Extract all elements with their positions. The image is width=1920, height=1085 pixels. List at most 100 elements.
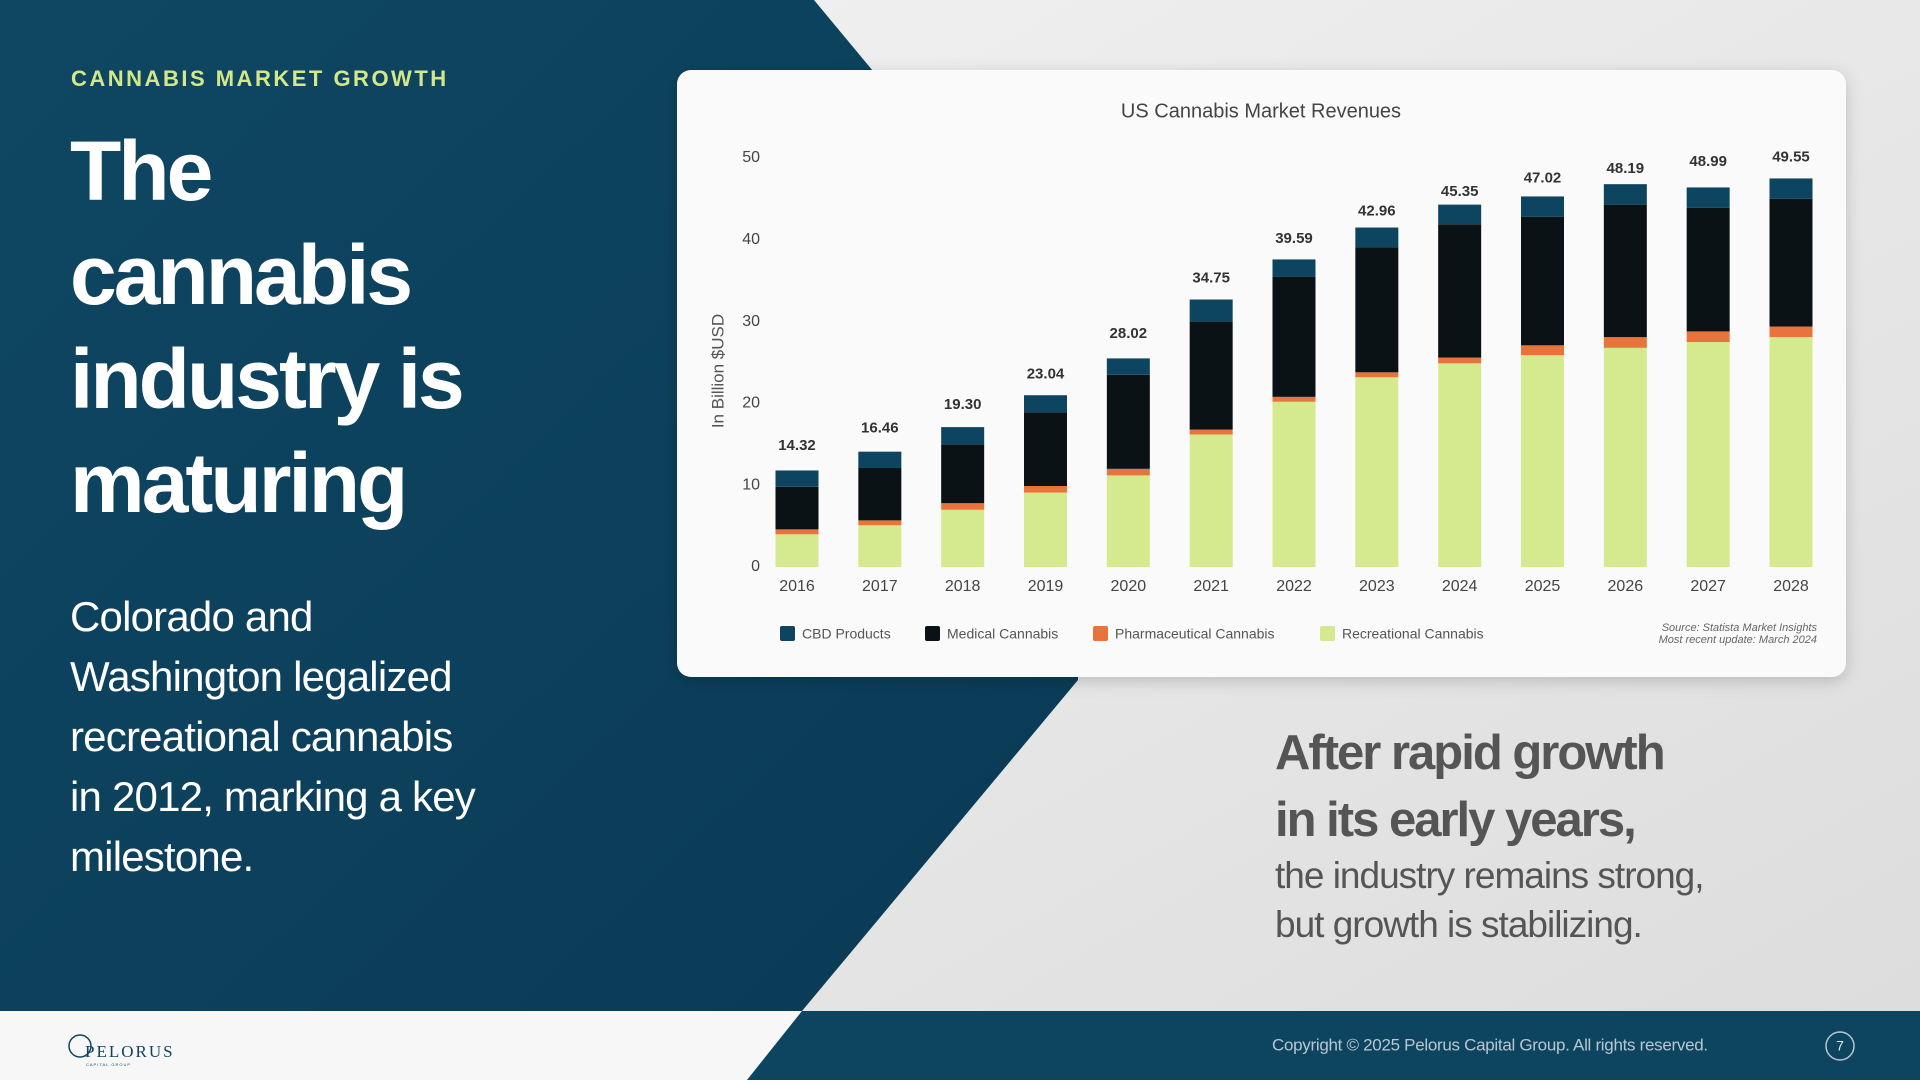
total-label: 48.19 bbox=[1607, 160, 1645, 177]
bar-segment bbox=[1272, 401, 1316, 567]
bar-segment bbox=[1686, 342, 1730, 567]
legend-swatch bbox=[925, 626, 940, 641]
y-tick-label: 0 bbox=[751, 558, 760, 575]
bar-segment bbox=[1272, 396, 1316, 402]
headline-line: industry is bbox=[70, 332, 462, 426]
bar-segment bbox=[1438, 363, 1482, 567]
bar-segment bbox=[1024, 486, 1067, 493]
callout-line: but growth is stabilizing. bbox=[1275, 904, 1642, 945]
x-tick-label: 2025 bbox=[1525, 578, 1561, 595]
bar-segment bbox=[1521, 355, 1564, 567]
paragraph: Colorado and Washington legalized recreati… bbox=[70, 593, 477, 880]
logo-sub: CAPITAL GROUP bbox=[86, 1062, 131, 1067]
bar-segment bbox=[775, 534, 819, 567]
bar-segment bbox=[858, 520, 902, 526]
total-label: 42.96 bbox=[1358, 203, 1396, 220]
total-label: 45.35 bbox=[1441, 183, 1479, 200]
bar-segment bbox=[858, 451, 902, 469]
bar-segment bbox=[1603, 347, 1647, 567]
total-label: 23.04 bbox=[1027, 366, 1065, 383]
copyright: Copyright © 2025 Pelorus Capital Group. … bbox=[1272, 1035, 1708, 1054]
legend-label: CBD Products bbox=[802, 626, 891, 642]
paragraph-line: Colorado and bbox=[70, 593, 313, 640]
x-tick-label: 2016 bbox=[779, 578, 815, 595]
bar-segment bbox=[1438, 357, 1482, 364]
legend-label: Medical Cannabis bbox=[947, 626, 1058, 642]
bar-segment bbox=[1106, 358, 1150, 375]
bar-segment bbox=[1189, 299, 1233, 322]
callout-bold: After rapid growth bbox=[1275, 726, 1664, 780]
bar-segment bbox=[1603, 184, 1647, 205]
bar-segment bbox=[1769, 326, 1813, 338]
callout: After rapid growth in its early years, the… bbox=[1275, 726, 1705, 945]
callout-bold: in its early years, bbox=[1275, 793, 1635, 847]
bar-segment bbox=[1355, 227, 1399, 248]
y-tick-label: 40 bbox=[742, 231, 760, 248]
total-label: 48.99 bbox=[1689, 153, 1727, 170]
y-tick-label: 10 bbox=[742, 476, 760, 493]
callout-line: the industry remains strong, bbox=[1275, 855, 1704, 896]
total-label: 39.59 bbox=[1275, 230, 1313, 247]
bar-segment bbox=[1355, 377, 1399, 567]
x-tick-label: 2023 bbox=[1359, 578, 1395, 595]
paragraph-line: in 2012, marking a key bbox=[70, 773, 476, 820]
paragraph-line: Washington legalized bbox=[70, 653, 452, 700]
bar-segment bbox=[1521, 345, 1564, 356]
logo: PELORUS bbox=[85, 1042, 175, 1061]
bar-segment bbox=[1521, 216, 1564, 346]
bar-segment bbox=[1024, 492, 1067, 567]
source-note: Source: Statista Market Insights bbox=[1662, 622, 1818, 634]
page-number: 7 bbox=[1836, 1038, 1844, 1054]
headline-line: cannabis bbox=[70, 228, 410, 322]
bar-segment bbox=[1438, 224, 1482, 358]
bar-segment bbox=[1106, 374, 1150, 469]
bar-segment bbox=[1686, 187, 1730, 208]
source-note: Most recent update: March 2024 bbox=[1659, 634, 1817, 646]
bar-segment bbox=[1686, 331, 1730, 343]
y-tick-label: 50 bbox=[742, 149, 760, 166]
logo-icon bbox=[68, 1034, 92, 1058]
bar-segment bbox=[1769, 198, 1813, 327]
bar-segment bbox=[775, 486, 819, 530]
x-tick-label: 2027 bbox=[1690, 578, 1726, 595]
legend-swatch bbox=[1093, 626, 1108, 641]
total-label: 47.02 bbox=[1524, 169, 1562, 186]
total-label: 16.46 bbox=[861, 419, 899, 436]
kicker: CANNABIS MARKET GROWTH bbox=[71, 66, 449, 91]
bar-segment bbox=[1024, 412, 1067, 487]
bar-segment bbox=[1438, 204, 1482, 225]
paragraph-line: milestone. bbox=[70, 833, 253, 880]
x-tick-label: 2017 bbox=[862, 578, 898, 595]
total-label: 28.02 bbox=[1110, 325, 1148, 342]
bar-segment bbox=[1189, 321, 1233, 430]
footer-dark bbox=[747, 1011, 1920, 1080]
x-tick-label: 2018 bbox=[945, 578, 981, 595]
bar-segment bbox=[1603, 204, 1647, 338]
bar-segment bbox=[1272, 259, 1316, 277]
legend-label: Pharmaceutical Cannabis bbox=[1115, 626, 1275, 642]
y-axis-label: In Billion $USD bbox=[708, 314, 727, 428]
legend-label: Recreational Cannabis bbox=[1342, 626, 1484, 642]
bar-segment bbox=[1024, 395, 1067, 413]
bar-segment bbox=[1769, 178, 1813, 199]
bar-segment bbox=[941, 503, 985, 510]
bar-segment bbox=[1521, 196, 1564, 217]
bar-segment bbox=[1106, 468, 1150, 476]
bar-segment bbox=[1355, 372, 1399, 378]
chart: US Cannabis Market Revenues In Billion $… bbox=[708, 100, 1817, 646]
bar-segment bbox=[1686, 207, 1730, 332]
x-tick-label: 2024 bbox=[1442, 578, 1478, 595]
total-label: 34.75 bbox=[1192, 270, 1230, 287]
bar-segment bbox=[1603, 337, 1647, 348]
y-tick-label: 30 bbox=[742, 313, 760, 330]
page-icon bbox=[1825, 1031, 1855, 1061]
bar-segment bbox=[1189, 429, 1233, 435]
bar-segment bbox=[858, 468, 902, 521]
bar-segment bbox=[1355, 247, 1399, 373]
paragraph-line: recreational cannabis bbox=[70, 713, 452, 760]
headline-line: The bbox=[70, 124, 211, 218]
x-tick-label: 2019 bbox=[1028, 578, 1064, 595]
bar-segment bbox=[775, 470, 819, 487]
